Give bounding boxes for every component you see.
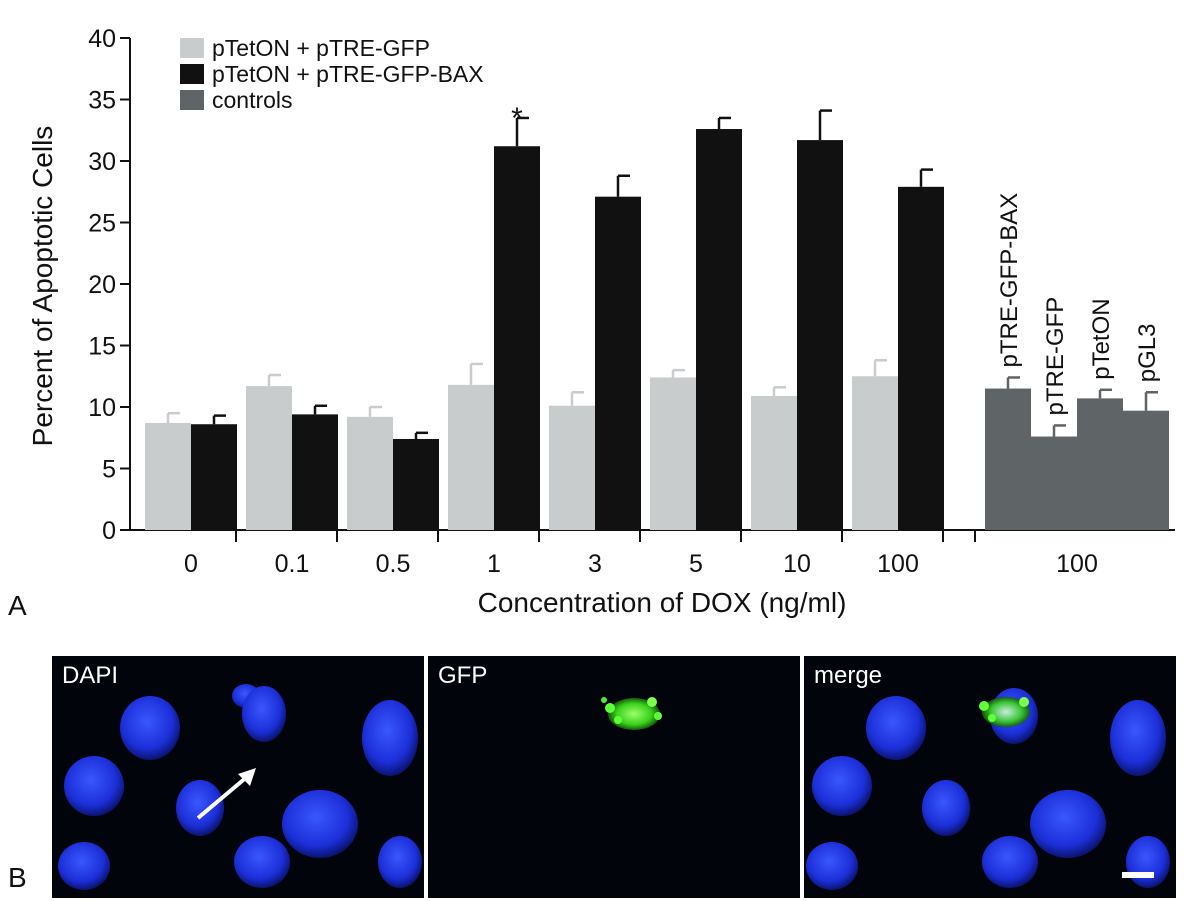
legend-swatch-2 bbox=[180, 90, 204, 110]
legend-swatch-1 bbox=[180, 64, 204, 84]
bar-s0-0 bbox=[145, 422, 191, 530]
x-tick-label-4: 3 bbox=[588, 550, 602, 578]
bar-s1-2 bbox=[393, 438, 439, 530]
legend-label-2: controls bbox=[212, 87, 293, 113]
x-tick-label-controls: 100 bbox=[1056, 550, 1098, 578]
bar-s1-1 bbox=[292, 414, 338, 530]
legend-swatch-0 bbox=[180, 38, 204, 58]
bar-s0-3 bbox=[448, 384, 494, 530]
y-tick-label-4: 20 bbox=[88, 271, 116, 299]
y-tick-label-5: 25 bbox=[88, 210, 116, 238]
merge-micrograph: merge bbox=[804, 656, 1176, 898]
annotation-0: * bbox=[511, 102, 523, 135]
bar-s1-3 bbox=[494, 146, 540, 531]
bar-s1-7 bbox=[898, 186, 944, 530]
bar-control-1 bbox=[1031, 436, 1077, 530]
arrow-icon bbox=[196, 774, 250, 820]
bar-s1-0 bbox=[191, 424, 237, 530]
legend-label-0: pTetON + pTRE-GFP bbox=[212, 35, 430, 61]
control-label-1: pTRE-GFP bbox=[1042, 297, 1069, 416]
bar-s1-5 bbox=[696, 129, 742, 530]
x-tick-label-5: 5 bbox=[689, 550, 703, 578]
merge-title: merge bbox=[814, 662, 883, 689]
bar-s0-5 bbox=[650, 377, 696, 530]
bar-control-0 bbox=[985, 388, 1031, 530]
y-tick-label-1: 5 bbox=[102, 456, 116, 484]
scale-bar bbox=[1122, 872, 1154, 878]
x-tick-label-3: 1 bbox=[487, 550, 501, 578]
dapi-title: DAPI bbox=[62, 662, 119, 689]
y-tick-label-8: 40 bbox=[88, 25, 116, 53]
control-label-0: pTRE-GFP-BAX bbox=[996, 193, 1023, 368]
y-tick-label-2: 10 bbox=[88, 394, 116, 422]
bar-control-3 bbox=[1123, 410, 1169, 530]
bar-s0-1 bbox=[246, 386, 292, 530]
bar-control-2 bbox=[1077, 398, 1123, 530]
gfp-image bbox=[601, 697, 662, 730]
control-label-3: pGL3 bbox=[1134, 324, 1161, 383]
bar-s1-4 bbox=[595, 196, 641, 531]
bar-s0-6 bbox=[751, 395, 797, 530]
dapi-image bbox=[58, 684, 422, 890]
legend-label-1: pTetON + pTRE-GFP-BAX bbox=[212, 61, 484, 87]
bar-s0-2 bbox=[347, 416, 393, 530]
bar-s0-4 bbox=[549, 405, 595, 530]
y-tick-label-7: 35 bbox=[88, 87, 116, 115]
x-axis-label: Concentration of DOX (ng/ml) bbox=[478, 587, 847, 618]
merge-image bbox=[806, 688, 1170, 890]
y-tick-label-0: 0 bbox=[102, 517, 116, 545]
y-axis-label: Percent of Apoptotic Cells bbox=[27, 126, 58, 447]
x-tick-label-0: 0 bbox=[184, 550, 198, 578]
panel-a-label: A bbox=[8, 590, 27, 621]
x-tick-label-2: 0.5 bbox=[376, 550, 411, 578]
bar-s0-7 bbox=[852, 376, 898, 530]
dapi-micrograph: DAPI bbox=[52, 656, 424, 898]
bar-s1-6 bbox=[797, 140, 843, 530]
panel-b-label: B bbox=[8, 862, 27, 893]
control-label-2: pTetON bbox=[1088, 298, 1115, 379]
x-tick-label-1: 0.1 bbox=[275, 550, 310, 578]
y-tick-label-3: 15 bbox=[88, 333, 116, 361]
gfp-micrograph: GFP bbox=[428, 656, 800, 898]
gfp-title: GFP bbox=[438, 662, 488, 689]
x-tick-label-7: 100 bbox=[877, 550, 919, 578]
y-tick-label-6: 30 bbox=[88, 148, 116, 176]
x-tick-label-6: 10 bbox=[783, 550, 811, 578]
